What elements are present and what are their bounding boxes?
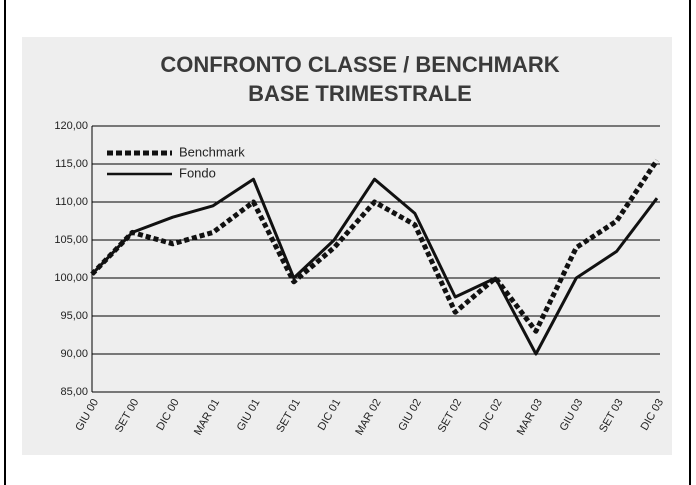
y-tick-label: 95,00 bbox=[60, 310, 88, 322]
y-tick-label: 105,00 bbox=[54, 234, 88, 246]
y-tick-label: 115,00 bbox=[55, 158, 88, 170]
chart-title: CONFRONTO CLASSE / BENCHMARK bbox=[160, 52, 559, 77]
panel bbox=[22, 37, 672, 455]
y-tick-label: 90,00 bbox=[60, 348, 88, 360]
legend-label: Benchmark bbox=[179, 144, 245, 159]
y-tick-label: 100,00 bbox=[54, 272, 88, 284]
series-line bbox=[90, 177, 659, 356]
y-tick-label: 85,00 bbox=[60, 386, 88, 398]
y-tick-label: 120,00 bbox=[54, 120, 88, 132]
series-line bbox=[90, 158, 660, 334]
chart-subtitle: BASE TRIMESTRALE bbox=[248, 81, 472, 106]
legend-label: Fondo bbox=[179, 165, 216, 180]
y-tick-label: 110,00 bbox=[55, 196, 88, 208]
